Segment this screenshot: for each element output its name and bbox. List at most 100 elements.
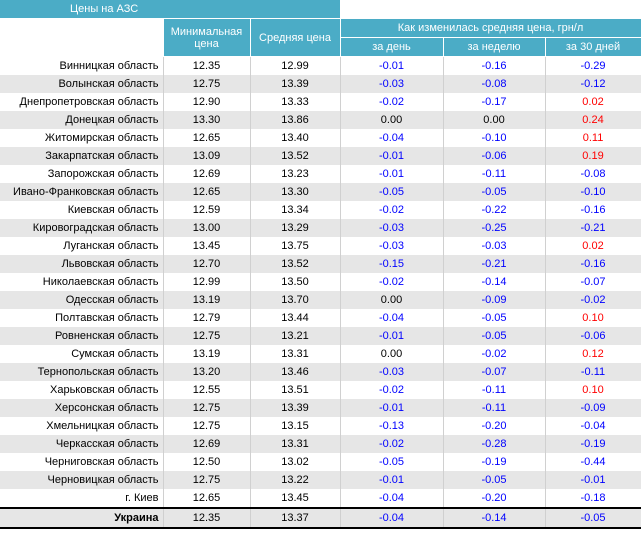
table-row: Николаевская область 12.99 13.50 -0.02 -0.14…: [0, 273, 641, 291]
region-cell: Донецкая область: [0, 111, 164, 129]
price-cell: 13.34: [250, 201, 341, 219]
change-cell: -0.03: [340, 219, 444, 237]
change-cell: -0.16: [443, 56, 546, 75]
column-header: Минимальная цена: [162, 18, 251, 57]
change-cell: -0.05: [340, 453, 444, 471]
change-cell: -0.11: [443, 165, 546, 183]
table-row: Закарпатская область 13.09 13.52 -0.01 -0.06…: [0, 147, 641, 165]
region-cell: Сумская область: [0, 345, 164, 363]
price-cell: 12.90: [163, 93, 251, 111]
change-cell: -0.07: [443, 363, 546, 381]
change-cell: -0.14: [443, 273, 546, 291]
change-cell: -0.25: [443, 219, 546, 237]
price-cell: 13.23: [250, 165, 341, 183]
change-cell: -0.05: [443, 327, 546, 345]
change-cell: -0.10: [545, 183, 641, 201]
price-cell: 12.65: [163, 129, 251, 147]
change-cell: 0.00: [340, 291, 444, 309]
price-cell: 12.65: [163, 183, 251, 201]
change-cell: -0.20: [443, 489, 546, 508]
change-cell: -0.06: [545, 327, 641, 345]
region-cell: Закарпатская область: [0, 147, 164, 165]
region-cell: Кировоградская область: [0, 219, 164, 237]
change-cell: -0.16: [545, 201, 641, 219]
price-cell: 12.79: [163, 309, 251, 327]
table-row: Днепропетровская область 12.90 13.33 -0.02-…: [0, 93, 641, 111]
change-cell: -0.01: [340, 327, 444, 345]
price-cell: 13.46: [250, 363, 341, 381]
region-cell: Николаевская область: [0, 273, 164, 291]
change-cell: -0.06: [443, 147, 546, 165]
region-cell: Запорожская область: [0, 165, 164, 183]
table-row: Одесская область 13.19 13.70 0.00 -0.09 -0.02: [0, 291, 641, 309]
change-cell: -0.11: [443, 381, 546, 399]
region-cell: Ивано-Франковская область: [0, 183, 164, 201]
region-cell: Ровненская область: [0, 327, 164, 345]
price-table: Цены на АЗС Минимальная цена Средняя цен…: [0, 0, 641, 529]
change-cell: -0.02: [545, 291, 641, 309]
price-cell: 12.50: [163, 453, 251, 471]
table-row: Черниговская область 12.50 13.02 -0.05 -0.19…: [0, 453, 641, 471]
column-group-header: Как изменилась средняя цена, грн/л: [339, 18, 641, 38]
table-row: Кировоградская область 13.00 13.29 -0.03 -0.…: [0, 219, 641, 237]
price-cell: 13.52: [250, 255, 341, 273]
column-header: Средняя цена: [249, 18, 341, 57]
price-cell: 13.29: [250, 219, 341, 237]
table-row: Сумская область 13.19 13.31 0.00 -0.02 0.12: [0, 345, 641, 363]
region-cell: Волынская область: [0, 75, 164, 93]
region-cell: Херсонская область: [0, 399, 164, 417]
price-cell: 13.15: [250, 417, 341, 435]
region-cell: Украина: [0, 507, 164, 529]
price-cell: 13.52: [250, 147, 341, 165]
change-cell: 0.19: [545, 147, 641, 165]
change-cell: 0.00: [443, 111, 546, 129]
region-cell: Хмельницкая область: [0, 417, 164, 435]
price-cell: 12.99: [250, 56, 341, 75]
change-cell: -0.17: [443, 93, 546, 111]
change-cell: -0.05: [545, 507, 641, 529]
price-cell: 12.35: [163, 56, 251, 75]
table-row: Хмельницкая область 12.75 13.15 -0.13 -0.20-…: [0, 417, 641, 435]
table-row: Житомирская область 12.65 13.40 -0.04 -0.10 0…: [0, 129, 641, 147]
column-header: за 30 дней: [544, 37, 641, 57]
price-cell: 13.02: [250, 453, 341, 471]
price-cell: 12.75: [163, 75, 251, 93]
change-cell: -0.03: [443, 237, 546, 255]
table-row: г. Киев 12.65 13.45 -0.04 -0.20 -0.18: [0, 489, 641, 508]
region-cell: Черновицкая область: [0, 471, 164, 489]
table-row: Украина 12.35 13.37 -0.04 -0.14 -0.05: [0, 507, 641, 529]
region-cell: Тернопольская область: [0, 363, 164, 381]
change-cell: -0.02: [340, 273, 444, 291]
table-row: Ровненская область 12.75 13.21 -0.01 -0.05 -0…: [0, 327, 641, 345]
column-header: за день: [339, 37, 444, 57]
change-cell: -0.01: [545, 471, 641, 489]
price-cell: 12.69: [163, 165, 251, 183]
change-cell: 0.24: [545, 111, 641, 129]
price-cell: 13.45: [250, 489, 341, 508]
change-cell: -0.02: [340, 93, 444, 111]
table-row: Донецкая область 13.30 13.86 0.00 0.00 0.24: [0, 111, 641, 129]
table-title: Цены на АЗС: [0, 0, 340, 19]
price-cell: 12.75: [163, 327, 251, 345]
table-row: Ивано-Франковская область 12.65 13.30 -0.05…: [0, 183, 641, 201]
price-cell: 13.86: [250, 111, 341, 129]
table-row: Запорожская область 12.69 13.23 -0.01 -0.11-…: [0, 165, 641, 183]
table-row: Винницкая область 12.35 12.99 -0.01 -0.16 -0.…: [0, 56, 641, 75]
change-cell: -0.03: [340, 363, 444, 381]
region-cell: Винницкая область: [0, 56, 164, 75]
region-cell: Житомирская область: [0, 129, 164, 147]
price-cell: 12.99: [163, 273, 251, 291]
price-cell: 13.44: [250, 309, 341, 327]
table-row: Херсонская область 12.75 13.39 -0.01 -0.11 -0…: [0, 399, 641, 417]
change-cell: 0.12: [545, 345, 641, 363]
change-cell: -0.22: [443, 201, 546, 219]
region-cell: Полтавская область: [0, 309, 164, 327]
change-cell: 0.11: [545, 129, 641, 147]
change-cell: -0.05: [443, 309, 546, 327]
price-cell: 13.37: [250, 507, 341, 529]
change-cell: 0.02: [545, 237, 641, 255]
region-cell: Киевская область: [0, 201, 164, 219]
region-cell: Львовская область: [0, 255, 164, 273]
price-cell: 12.55: [163, 381, 251, 399]
